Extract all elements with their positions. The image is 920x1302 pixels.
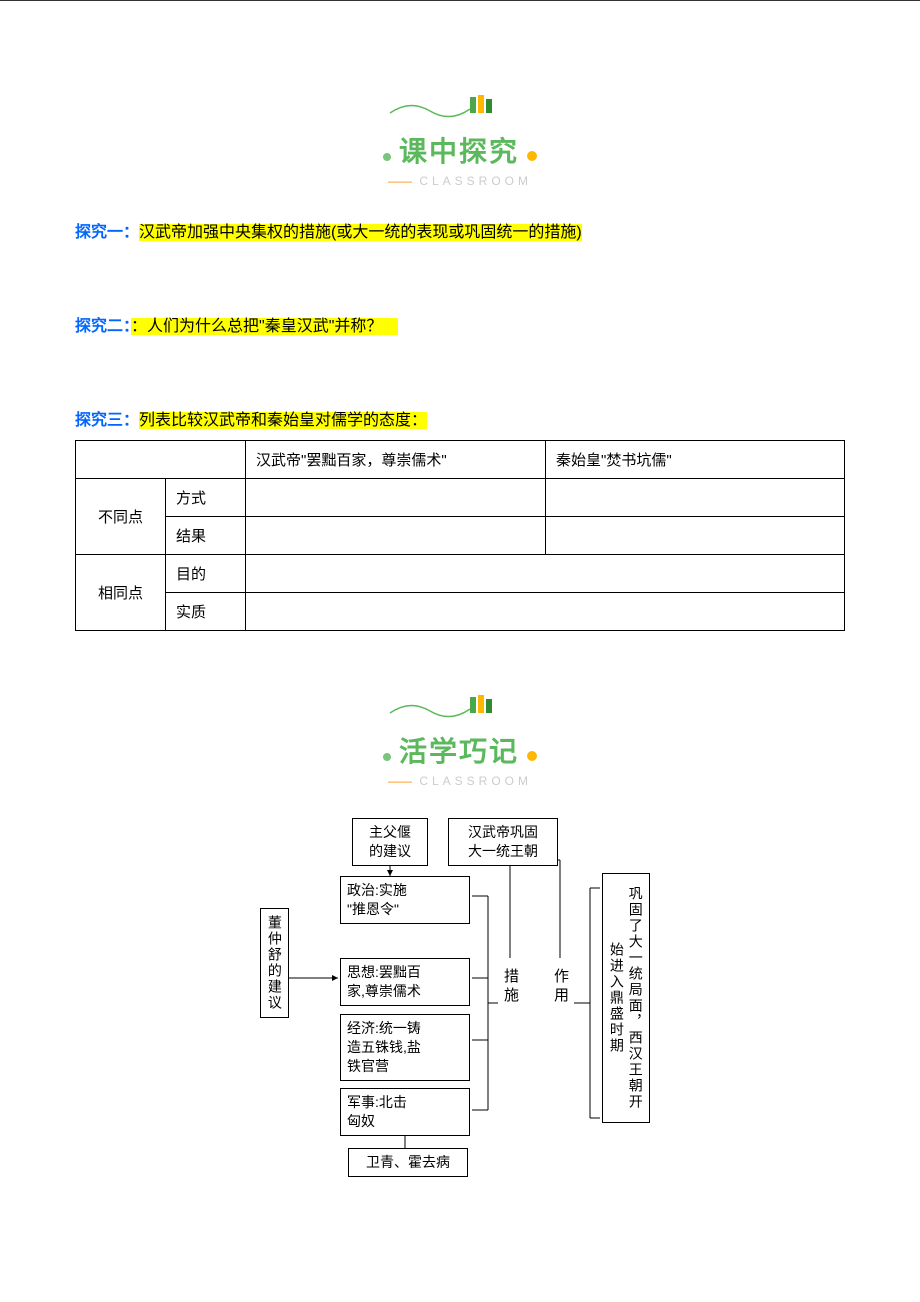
node-result: 巩固了大一统局面，西汉王朝开始进入鼎盛时期: [602, 873, 650, 1123]
node-title: 汉武帝巩固 大一统王朝: [448, 818, 558, 866]
cell-jieguo: 结果: [166, 517, 246, 555]
table-header-qin: 秦始皇"焚书坑儒": [546, 441, 845, 479]
header-subtitle: —— CLASSROOM: [75, 174, 845, 188]
cell-value: [246, 479, 546, 517]
node-jingji: 经济:统一铸 造五铢钱,盐 铁官营: [340, 1014, 470, 1081]
inquiry-text: 汉武帝加强中央集权的措施(或大一统的表现或巩固统一的措施): [139, 224, 582, 241]
inquiry-trail: [382, 318, 398, 335]
cell-same: 相同点: [76, 555, 166, 631]
table-row: 实质: [76, 593, 845, 631]
table-row: 相同点 目的: [76, 555, 845, 593]
inquiry-label: 探究三：: [75, 412, 139, 429]
node-zhufu: 主父偃 的建议: [352, 818, 428, 866]
cell-value: [246, 593, 845, 631]
cell-value: [546, 517, 845, 555]
label-cuoshi: 措施: [500, 968, 521, 1006]
node-dong: 董仲舒的建议: [260, 908, 289, 1018]
label-zuoyong: 作用: [550, 968, 571, 1006]
node-junshi: 军事:北击 匈奴: [340, 1088, 470, 1136]
cell-value: [246, 517, 546, 555]
inquiry-text: 列表比较汉武帝和秦始皇对儒学的态度：: [139, 412, 427, 429]
table-row: 汉武帝"罢黜百家，尊崇儒术" 秦始皇"焚书坑儒": [76, 441, 845, 479]
section-header-mnemonic: 活学巧记 —— CLASSROOM: [75, 691, 845, 788]
section-header-classroom: 课中探究 —— CLASSROOM: [75, 91, 845, 188]
books-icon: [380, 91, 540, 121]
table-row: 不同点 方式: [76, 479, 845, 517]
concept-diagram: 董仲舒的建议 主父偃 的建议 汉武帝巩固 大一统王朝 政治:实施 "推恩令" 思…: [75, 818, 845, 1178]
node-zhengzhi: 政治:实施 "推恩令": [340, 876, 470, 924]
header-title: 课中探究: [399, 136, 519, 167]
header-subtitle: —— CLASSROOM: [75, 774, 845, 788]
cell-shizhi: 实质: [166, 593, 246, 631]
node-sixiang: 思想:罢黜百 家,尊崇儒术: [340, 958, 470, 1006]
books-icon: [380, 691, 540, 721]
inquiry-2: 探究二：：人们为什么总把"秦皇汉武"并称？: [75, 312, 845, 336]
inquiry-text: 人们为什么总把"秦皇汉武"并称？: [147, 318, 382, 335]
dot-icon: [383, 753, 391, 761]
cell-diff: 不同点: [76, 479, 166, 555]
inquiry-1: 探究一：汉武帝加强中央集权的措施(或大一统的表现或巩固统一的措施): [75, 218, 845, 242]
table-header-han: 汉武帝"罢黜百家，尊崇儒术": [246, 441, 546, 479]
table-row: 结果: [76, 517, 845, 555]
cell-value: [546, 479, 845, 517]
dot-icon: [527, 751, 537, 761]
inquiry-label: 探究二：: [75, 318, 131, 335]
inquiry-label: 探究一：: [75, 224, 139, 241]
header-title: 活学巧记: [399, 736, 519, 767]
dot-icon: [383, 153, 391, 161]
cell-fangshi: 方式: [166, 479, 246, 517]
inquiry-3: 探究三：列表比较汉武帝和秦始皇对儒学的态度：: [75, 406, 845, 430]
cell-value: [246, 555, 845, 593]
comparison-table: 汉武帝"罢黜百家，尊崇儒术" 秦始皇"焚书坑儒" 不同点 方式 结果 相同点 目…: [75, 440, 845, 631]
node-weiqing: 卫青、霍去病: [348, 1148, 468, 1177]
inquiry-prefix: ：: [131, 318, 147, 335]
dot-icon: [527, 151, 537, 161]
cell-mudi: 目的: [166, 555, 246, 593]
